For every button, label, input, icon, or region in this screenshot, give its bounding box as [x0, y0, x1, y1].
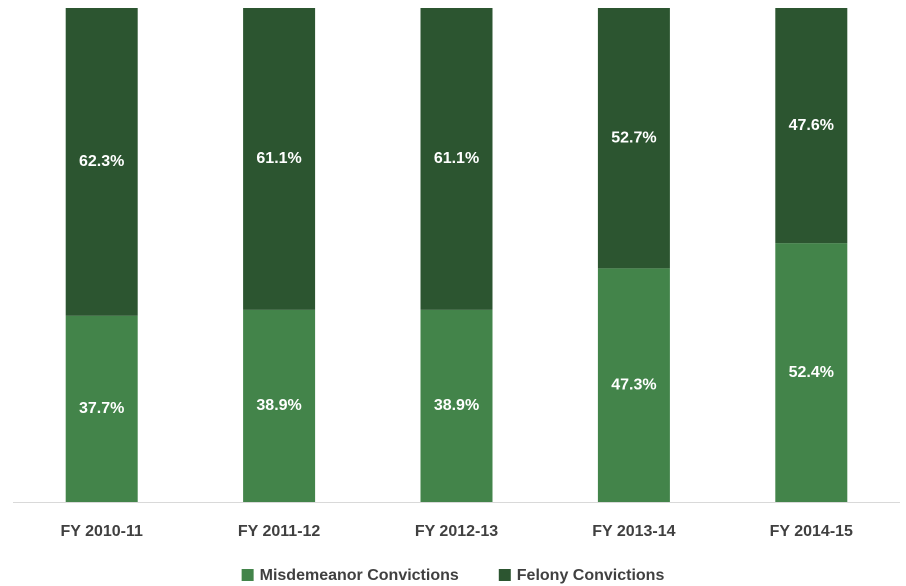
data-label: 52.7% — [611, 129, 656, 146]
data-label: 38.9% — [256, 397, 301, 414]
x-tick-label: FY 2012-13 — [415, 523, 498, 540]
data-label: 61.1% — [434, 150, 479, 167]
legend-swatch — [241, 569, 254, 581]
data-label: 62.3% — [79, 153, 124, 170]
bar-segment — [65, 315, 138, 502]
bar-segment — [243, 8, 316, 310]
bar-segment — [65, 8, 138, 316]
data-label: 47.3% — [611, 376, 656, 393]
data-label: 52.4% — [789, 364, 834, 381]
bar-segment — [775, 8, 848, 244]
bar-segment — [420, 8, 493, 310]
data-label: 38.9% — [434, 397, 479, 414]
legend-label: Misdemeanor Convictions — [260, 567, 459, 584]
legend-label: Felony Convictions — [517, 567, 665, 584]
legend-swatch — [498, 569, 511, 581]
bar-segment — [775, 243, 848, 503]
x-tick-label: FY 2014-15 — [770, 523, 853, 540]
bar-segment — [420, 309, 493, 502]
data-label: 47.6% — [789, 117, 834, 134]
x-tick-label: FY 2010-11 — [60, 523, 143, 540]
x-tick-label: FY 2011-12 — [238, 523, 321, 540]
data-label: 61.1% — [256, 150, 301, 167]
data-label: 37.7% — [79, 400, 124, 417]
bar-segment — [243, 309, 316, 502]
x-tick-label: FY 2013-14 — [592, 523, 675, 540]
bar-segment — [597, 8, 670, 269]
bar-segment — [597, 268, 670, 502]
